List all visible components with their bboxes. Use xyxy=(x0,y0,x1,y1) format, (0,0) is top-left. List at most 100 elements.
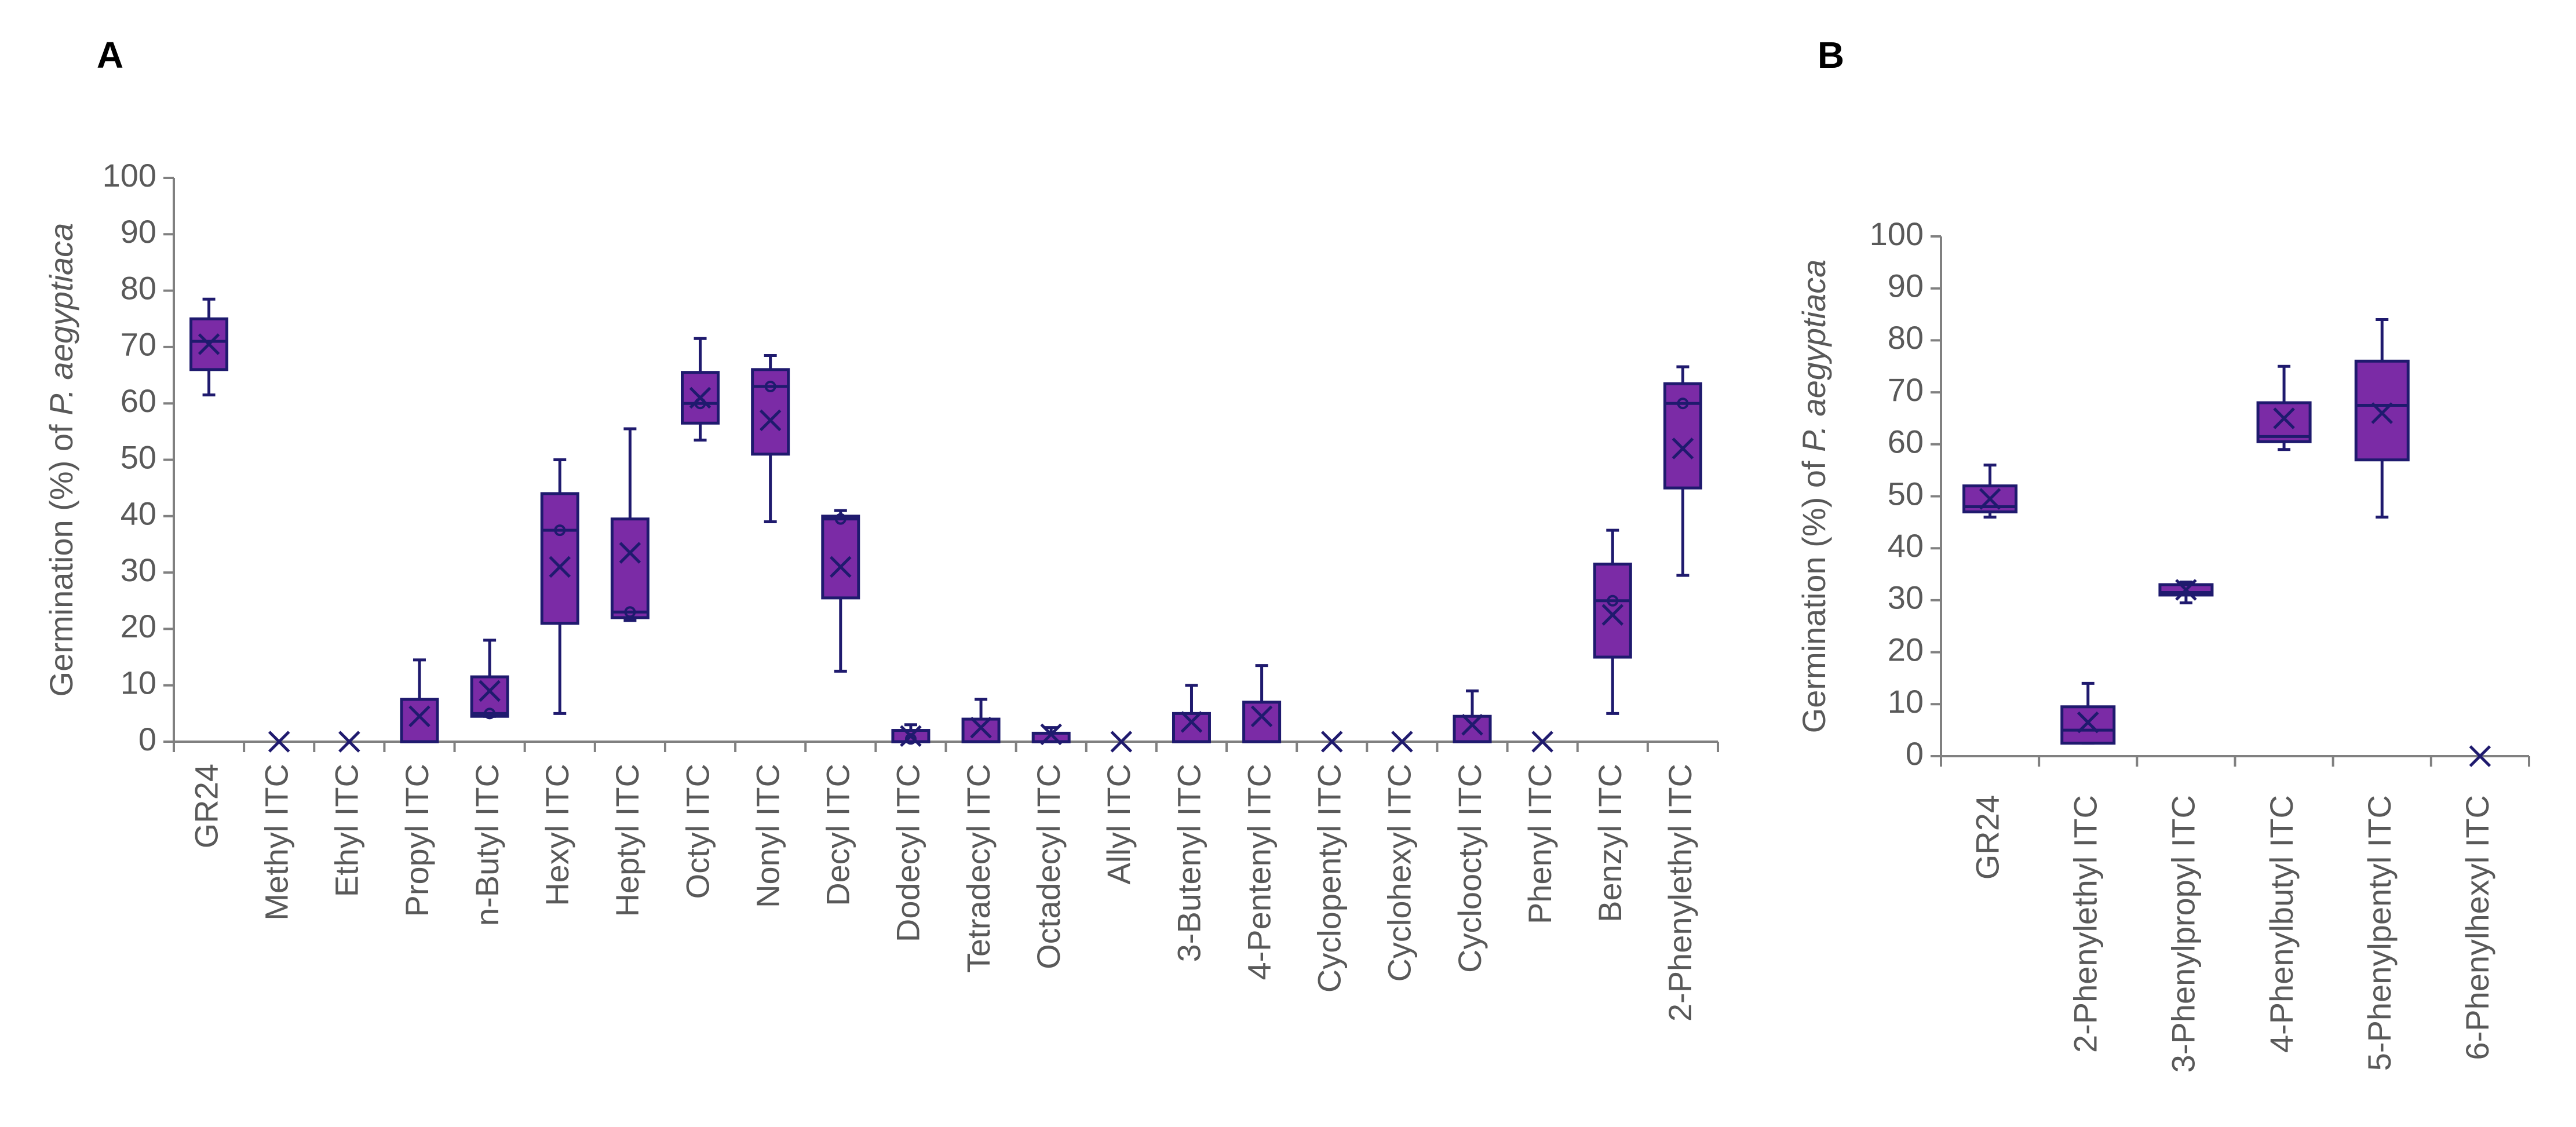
y-axis-title: Germination (%) of P. aegyptiaca xyxy=(43,223,79,697)
mean-marker xyxy=(1040,723,1062,746)
box-plot xyxy=(1320,731,1343,753)
box-plot xyxy=(961,698,1001,743)
y-tick-label: 70 xyxy=(121,326,156,363)
y-tick-label: 60 xyxy=(1888,424,1924,460)
mean-marker xyxy=(619,542,641,564)
y-tick-label: 30 xyxy=(121,552,156,588)
mean-marker xyxy=(1391,731,1413,753)
box-iqr xyxy=(540,492,579,625)
category-label: 6-Phenylhexyl ITC xyxy=(2459,795,2495,1060)
panel-label: B xyxy=(1818,34,1844,76)
y-tick-label: 20 xyxy=(1888,631,1924,668)
y-tick-label: 10 xyxy=(1888,683,1924,720)
category-label: Cyclohexyl ITC xyxy=(1381,764,1418,982)
category-label: 2-Phenylethyl ITC xyxy=(2067,795,2104,1053)
box-plot xyxy=(268,731,290,753)
box-plot xyxy=(400,658,439,743)
y-tick-label: 40 xyxy=(1888,527,1924,564)
box-iqr xyxy=(2354,359,2410,462)
category-label: Octyl ITC xyxy=(679,764,716,899)
y-tick-label: 40 xyxy=(121,495,156,532)
data-point xyxy=(1677,397,1689,410)
y-tick-label: 0 xyxy=(1906,735,1924,772)
y-tick-label: 30 xyxy=(1888,579,1924,616)
mean-marker xyxy=(759,409,782,432)
box-plot xyxy=(2256,364,2312,451)
mean-marker xyxy=(2175,579,2197,601)
box-plot xyxy=(470,639,509,720)
y-tick-label: 90 xyxy=(1888,267,1924,304)
category-label: Octadecyl ITC xyxy=(1030,764,1067,969)
category-label: Tetradecyl ITC xyxy=(960,764,997,973)
mean-marker xyxy=(2273,407,2295,429)
category-label: GR24 xyxy=(1969,795,2005,880)
box-plot xyxy=(891,723,931,747)
y-tick-label: 80 xyxy=(1888,319,1924,356)
box-iqr xyxy=(2060,705,2116,745)
mean-marker xyxy=(2077,711,2099,734)
y-tick-label: 60 xyxy=(121,382,156,419)
box-plot xyxy=(540,458,579,715)
box-iqr xyxy=(610,517,650,619)
box-plot xyxy=(2158,579,2214,604)
y-axis-title-italic: P. aegyptiaca xyxy=(43,223,79,415)
mean-marker xyxy=(549,556,571,578)
box-plot xyxy=(610,427,650,622)
category-label: Benzyl ITC xyxy=(1592,764,1628,922)
panel-a: A 0 10 20 30 40 50 60 70 80 90 100 Germination (%) o… xyxy=(43,34,1719,1022)
data-point xyxy=(834,513,846,525)
category-label: 4-Phenylbutyl ITC xyxy=(2263,795,2300,1053)
category-label: Cyclooctyl ITC xyxy=(1451,764,1488,973)
mean-marker xyxy=(1979,488,2001,510)
category-label: 5-Phenylpentyl ITC xyxy=(2361,795,2398,1071)
box-plot xyxy=(1453,689,1492,743)
data-point xyxy=(624,606,636,618)
mean-marker xyxy=(1601,604,1624,626)
category-label: GR24 xyxy=(188,764,224,848)
y-tick-label: 50 xyxy=(1888,475,1924,512)
data-point xyxy=(554,524,566,537)
mean-marker xyxy=(338,731,360,753)
box-plot xyxy=(1531,731,1553,753)
box-iqr xyxy=(751,368,790,456)
mean-marker xyxy=(408,705,430,727)
mean-marker xyxy=(2469,745,2491,767)
category-label: Hexyl ITC xyxy=(539,764,575,906)
box-plot xyxy=(1172,684,1211,743)
category-label: Cyclopentyl ITC xyxy=(1311,764,1348,993)
mean-marker xyxy=(1672,437,1694,459)
category-label: Decyl ITC xyxy=(820,764,856,906)
box-plot xyxy=(189,297,229,397)
mean-marker xyxy=(268,731,290,753)
box-plot xyxy=(681,337,720,442)
y-tick-label: 90 xyxy=(121,213,156,250)
data-point xyxy=(1607,594,1619,607)
category-label: 4-Pentenyl ITC xyxy=(1240,764,1277,980)
category-label: Nonyl ITC xyxy=(749,764,786,908)
box-iqr xyxy=(189,317,229,371)
y-tick-label: 80 xyxy=(121,269,156,306)
mean-marker xyxy=(2371,402,2393,424)
data-point xyxy=(764,381,776,393)
box-iqr xyxy=(1453,714,1492,743)
mean-marker xyxy=(1180,711,1203,733)
box-iqr xyxy=(1172,712,1211,743)
y-tick-label: 100 xyxy=(1870,216,1924,252)
y-axis-title: Germination (%) of P. aegyptiaca xyxy=(1796,260,1832,734)
y-tick-label: 100 xyxy=(103,157,156,194)
box-plot xyxy=(1593,528,1632,715)
mean-marker xyxy=(1320,731,1343,753)
y-tick-label: 10 xyxy=(121,664,156,701)
box-plot xyxy=(1663,365,1702,577)
category-label: Dodecyl ITC xyxy=(890,764,926,942)
y-axis-title-text: Germination (%) of xyxy=(1796,452,1832,734)
box-iqr xyxy=(1242,701,1282,743)
box-plot xyxy=(751,353,790,524)
box-plot xyxy=(338,731,360,753)
panel-b: B 0 10 20 30 40 50 60 70 80 90 100 Germination (%) o… xyxy=(1796,34,2530,1073)
y-axis-title-text: Germination (%) of xyxy=(43,415,79,697)
box-iqr xyxy=(470,675,509,718)
mean-marker xyxy=(689,386,711,409)
box-plot xyxy=(1031,723,1071,746)
